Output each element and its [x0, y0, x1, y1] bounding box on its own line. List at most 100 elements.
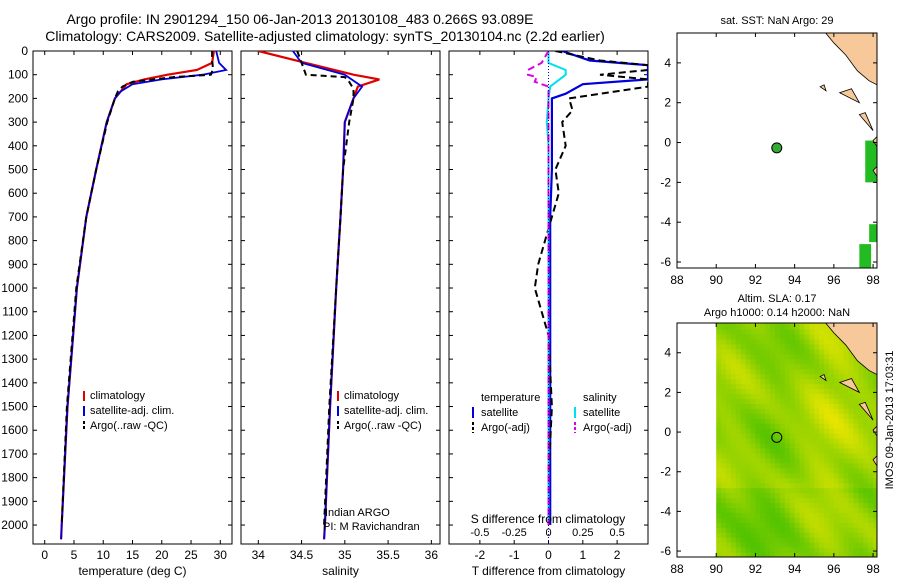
sla-cell: [799, 447, 806, 454]
sla-cell: [814, 353, 820, 360]
sla-cell: [828, 532, 835, 538]
sla-cell: [858, 388, 864, 394]
sla-cell: [716, 487, 722, 494]
sla-cell: [828, 338, 835, 345]
sla-cell: [838, 447, 845, 454]
sla-cell: [868, 477, 874, 484]
sla-cell: [814, 537, 820, 543]
sla-cell: [804, 423, 810, 429]
sla-cell: [809, 408, 815, 414]
sla-cell: [794, 398, 801, 404]
sla-cell: [858, 507, 864, 513]
timestamp-stamp: IMOS 09-Jan-2013 17:03:31: [884, 351, 896, 490]
sla-cell: [828, 388, 835, 394]
sla-cell: [789, 507, 796, 513]
sla-cell: [838, 353, 845, 360]
sla-cell: [804, 338, 810, 345]
sla-cell: [730, 457, 737, 464]
sla-cell: [740, 492, 747, 499]
sla-cell: [828, 447, 835, 454]
sla-cell: [853, 408, 859, 414]
sla-cell: [740, 522, 747, 528]
sla-cell: [789, 472, 796, 479]
sla-cell: [828, 522, 835, 528]
sla-cell: [804, 522, 810, 528]
sla-cell: [833, 358, 840, 365]
sla-cell: [828, 418, 835, 424]
sla-cell: [863, 502, 869, 509]
sla-cell: [809, 522, 815, 528]
sla-cell: [868, 388, 874, 394]
sla-cell: [789, 423, 796, 429]
sla-cell: [726, 358, 732, 365]
sla-cell: [838, 338, 845, 345]
sla-cell: [735, 388, 742, 394]
sla-cell: [770, 323, 776, 330]
sla-cell: [848, 423, 855, 429]
sla-cell: [784, 403, 791, 409]
sla-cell: [828, 497, 835, 504]
sla-cell: [848, 403, 855, 409]
sla-cell: [873, 547, 877, 553]
sla-cell: [814, 497, 820, 504]
sla-cell: [770, 408, 776, 414]
sla-cell: [770, 398, 776, 404]
sla-cell: [843, 393, 850, 399]
sla-cell: [750, 517, 757, 523]
sla-cell: [730, 358, 737, 365]
sla-cell: [799, 428, 806, 434]
sst-cell: [865, 140, 877, 183]
sla-cell: [794, 383, 801, 390]
sla-cell: [814, 532, 820, 538]
sla-cell: [750, 512, 757, 518]
sla-cell: [775, 373, 781, 380]
sla-cell: [745, 547, 752, 553]
sla-cell: [735, 323, 742, 330]
legend-label: climatology: [90, 390, 146, 402]
sla-cell: [838, 547, 845, 553]
sla-cell: [794, 393, 801, 399]
sla-cell: [848, 487, 855, 494]
x-tick-label: 20: [155, 548, 169, 562]
sla-cell: [760, 547, 766, 553]
sla-cell: [726, 328, 732, 335]
series-line-climatology: [258, 51, 380, 540]
sla-cell: [750, 527, 757, 533]
sla-cell: [716, 507, 722, 513]
sla-cell: [848, 552, 855, 557]
sla-cell: [726, 477, 732, 484]
sla-cell: [873, 393, 877, 399]
sla-cell: [833, 438, 840, 444]
sla-cell: [735, 373, 742, 380]
sla-cell: [770, 552, 776, 557]
sla-cell: [858, 522, 864, 528]
sla-cell: [784, 398, 791, 404]
sla-cell: [784, 428, 791, 434]
sla-cell: [824, 428, 830, 434]
sla-cell: [760, 487, 766, 494]
sla-cell: [721, 527, 727, 533]
sla-cell: [833, 487, 840, 494]
x-tick-label: 92: [749, 562, 763, 576]
sla-cell: [804, 467, 810, 474]
y-tick-label: 300: [8, 115, 28, 129]
island: [838, 378, 861, 394]
sla-cell: [873, 438, 877, 444]
island: [858, 401, 874, 421]
sla-cell: [779, 497, 786, 504]
sla-cell: [740, 472, 747, 479]
y-tick-label: 1300: [1, 352, 28, 366]
sla-cell: [721, 348, 727, 355]
sla-cell: [779, 428, 786, 434]
sla-cell: [730, 388, 737, 394]
sla-cell: [770, 388, 776, 394]
x-tick-label: -1: [509, 548, 520, 562]
sla-cell: [828, 433, 835, 439]
sla-cell: [745, 398, 752, 404]
x-tick-label: 2: [614, 548, 621, 562]
sla-cell: [804, 542, 810, 548]
sla-cell: [730, 472, 737, 479]
sla-cell: [814, 542, 820, 548]
sla-cell: [745, 487, 752, 494]
